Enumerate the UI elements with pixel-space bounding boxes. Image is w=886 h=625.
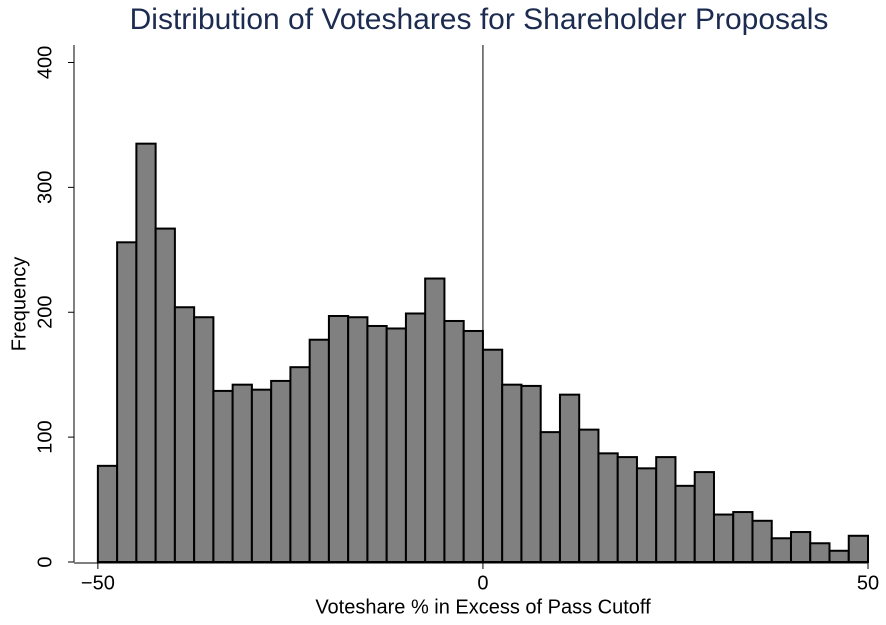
bar — [481, 348, 504, 564]
y-tick-label: 0 — [34, 556, 56, 567]
bar — [732, 511, 754, 563]
bar — [270, 379, 292, 563]
bar — [404, 312, 427, 563]
bar — [424, 277, 446, 563]
x-tick-label: 50 — [857, 572, 879, 594]
bar — [308, 338, 330, 563]
y-tick-label: 100 — [34, 420, 56, 453]
bar — [462, 329, 484, 563]
bar — [212, 389, 234, 563]
bar — [231, 383, 253, 564]
bar — [751, 519, 773, 563]
bar — [250, 388, 273, 563]
bar — [847, 534, 869, 564]
y-tick-label: 200 — [34, 296, 56, 329]
bar — [327, 314, 350, 563]
bar — [520, 384, 542, 563]
bar — [712, 513, 735, 564]
bar — [116, 241, 138, 563]
y-tick-label: 300 — [34, 171, 56, 204]
bar — [501, 383, 523, 564]
x-tick-label: −50 — [81, 572, 115, 594]
bar — [135, 142, 157, 563]
bar — [443, 319, 465, 563]
bar — [655, 456, 677, 563]
bar — [154, 227, 176, 564]
y-tick-label: 400 — [34, 46, 56, 79]
bar — [674, 484, 696, 563]
bar — [809, 542, 831, 564]
y-axis-label: Frequency — [8, 257, 30, 352]
bar — [578, 428, 600, 563]
bar — [770, 537, 792, 564]
x-axis-label: Voteshare % in Excess of Pass Cutoff — [315, 596, 651, 618]
chart-title: Distribution of Voteshares for Sharehold… — [130, 3, 829, 36]
bar — [616, 456, 638, 563]
bar — [597, 452, 619, 563]
bar — [96, 464, 119, 563]
bar — [828, 549, 850, 563]
bar — [539, 431, 561, 563]
bar — [693, 471, 715, 563]
bar — [347, 316, 369, 564]
bar — [366, 324, 388, 564]
bar — [385, 327, 407, 564]
bar — [193, 316, 215, 564]
bar — [635, 467, 658, 563]
x-tick-label: 0 — [477, 572, 488, 594]
bar — [789, 531, 812, 564]
bar — [558, 393, 581, 563]
bar — [173, 306, 196, 563]
bar — [289, 366, 311, 564]
